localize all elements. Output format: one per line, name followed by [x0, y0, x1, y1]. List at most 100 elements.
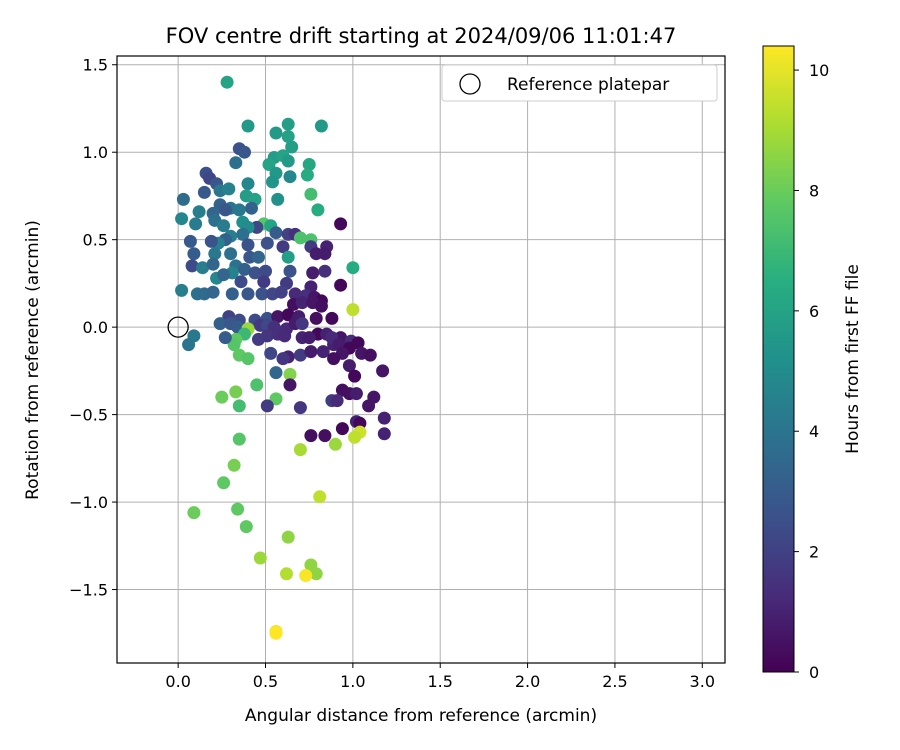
data-point: [325, 311, 339, 325]
data-point: [283, 170, 297, 184]
x-tick-label: 2.5: [602, 672, 627, 691]
data-point: [259, 264, 272, 278]
y-tick-label: −1.5: [69, 581, 108, 600]
data-points: [175, 75, 391, 640]
data-point: [281, 308, 295, 322]
data-point: [238, 262, 251, 276]
data-point: [241, 352, 255, 366]
data-point: [206, 257, 220, 271]
data-point: [232, 399, 246, 413]
data-point: [293, 231, 307, 245]
data-point: [204, 234, 218, 248]
data-point: [281, 130, 295, 143]
data-point: [271, 192, 285, 206]
chart-title: FOV centre drift starting at 2024/09/06 …: [166, 24, 677, 48]
data-point: [192, 205, 206, 219]
legend-box: [441, 64, 718, 102]
legend: Reference platepar: [441, 64, 718, 102]
data-point: [232, 432, 246, 446]
data-point: [362, 399, 376, 413]
data-point: [330, 394, 344, 408]
x-tick-label: 1.0: [340, 672, 365, 691]
y-tick-label: 0.0: [83, 318, 108, 337]
data-point: [311, 203, 325, 217]
data-point: [335, 422, 349, 436]
data-point: [295, 296, 309, 310]
data-point: [293, 348, 307, 362]
data-point: [349, 387, 363, 401]
data-point: [288, 287, 302, 301]
data-point: [229, 385, 243, 399]
data-point: [257, 275, 271, 289]
data-point: [281, 117, 295, 131]
data-point: [283, 264, 297, 278]
plot-frame: [116, 55, 726, 664]
colorbar-ticks: 0 2 4 6 8 10: [794, 61, 829, 682]
data-point: [183, 234, 197, 248]
data-point: [293, 401, 307, 415]
data-point: [227, 338, 241, 352]
data-point: [274, 285, 288, 299]
data-point: [306, 266, 320, 280]
legend-reference-marker: [459, 73, 481, 95]
x-tick-label: 3.0: [690, 672, 715, 691]
data-point: [283, 378, 297, 392]
data-point: [309, 567, 323, 581]
data-point: [266, 175, 279, 189]
data-point: [176, 192, 190, 206]
data-point: [264, 346, 278, 360]
data-point: [234, 275, 248, 289]
data-point: [318, 264, 332, 278]
data-point: [293, 443, 307, 457]
data-point: [302, 331, 316, 345]
data-point: [255, 287, 269, 301]
colorbar-tick-label: 10: [809, 61, 829, 80]
data-point: [175, 212, 189, 226]
data-point: [238, 145, 251, 159]
data-point: [346, 261, 360, 275]
data-point: [334, 217, 348, 231]
data-point: [241, 287, 255, 301]
data-point: [314, 299, 328, 313]
data-point: [241, 119, 255, 133]
legend-label-reference-platepar: Reference platepar: [507, 75, 669, 95]
data-point: [300, 168, 314, 182]
colorbar: 0 2 4 6 8 10 Hours from first FF file: [762, 45, 863, 682]
data-point: [213, 317, 227, 331]
data-point: [196, 261, 210, 275]
data-point: [302, 158, 316, 171]
data-point: [276, 352, 290, 366]
data-point: [252, 250, 265, 264]
data-point: [260, 236, 274, 250]
x-tick-label: 0.5: [253, 672, 278, 691]
data-point: [271, 310, 285, 324]
y-tick-label: −0.5: [69, 406, 108, 425]
data-point: [227, 458, 241, 472]
data-point: [222, 182, 236, 196]
data-point: [316, 345, 330, 359]
x-axis-ticks: 0.0 0.5 1.0 1.5 2.0 2.5 3.0: [165, 663, 715, 691]
data-point: [253, 551, 267, 565]
y-tick-label: 0.5: [83, 231, 108, 250]
y-tick-label: −1.0: [69, 493, 108, 512]
colorbar-label: Hours from first FF file: [843, 264, 863, 454]
y-axis-label: Rotation from reference (arcmin): [23, 220, 43, 500]
data-point: [281, 250, 295, 264]
data-point: [187, 247, 201, 261]
grid: [117, 56, 725, 663]
data-point: [304, 429, 318, 443]
data-point: [334, 278, 348, 292]
y-tick-label: 1.5: [83, 56, 108, 75]
x-axis-label: Angular distance from reference (arcmin): [245, 706, 597, 726]
data-point: [318, 429, 332, 443]
data-point: [304, 345, 318, 359]
data-point: [314, 119, 328, 133]
data-point: [260, 329, 274, 343]
reference-platepar-marker: [167, 316, 189, 338]
data-point: [248, 266, 262, 280]
data-point: [185, 259, 199, 273]
data-point: [363, 348, 377, 362]
data-point: [276, 240, 290, 254]
colorbar-tick-label: 4: [809, 422, 819, 441]
